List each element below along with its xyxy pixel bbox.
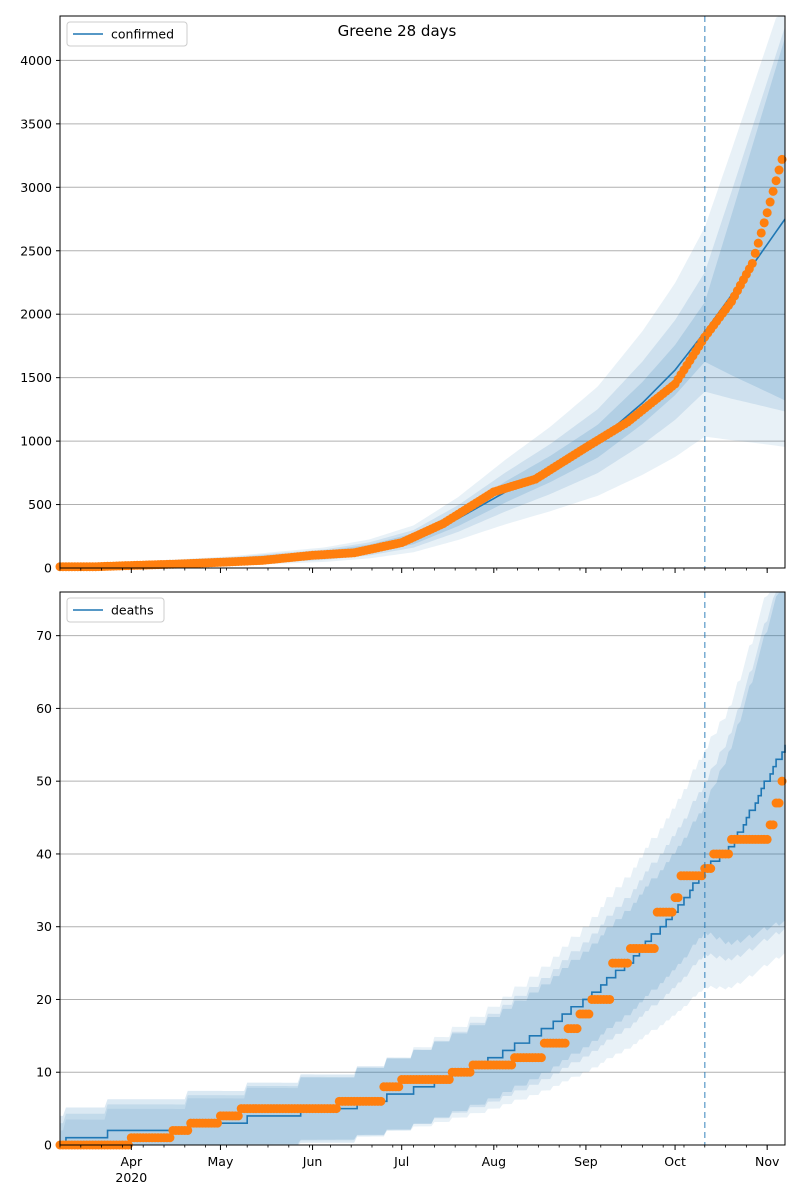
plot-frame bbox=[59, 15, 786, 569]
observed-point bbox=[465, 1067, 475, 1077]
y-tick-label: 30 bbox=[36, 919, 52, 934]
x-tick-label: Jul bbox=[393, 1154, 409, 1169]
observed-point bbox=[649, 944, 659, 954]
observed-point bbox=[756, 228, 766, 238]
y-tick-label: 2500 bbox=[20, 243, 52, 258]
observed-point bbox=[376, 1096, 386, 1106]
x-tick-label: May bbox=[208, 1154, 234, 1169]
observed-point bbox=[507, 1060, 517, 1070]
legend-box bbox=[66, 21, 188, 47]
observed-point bbox=[667, 907, 677, 917]
observed-point bbox=[584, 1009, 594, 1019]
observed-point bbox=[765, 197, 775, 207]
observed-point bbox=[394, 1082, 404, 1092]
observed-point bbox=[605, 994, 615, 1004]
observed-point bbox=[724, 849, 734, 859]
confirmed-panel: 0 500 1000 1500 2000 2500 3000 3500 4000 confirme… bbox=[20, 15, 787, 576]
y-tick-label: 3500 bbox=[20, 116, 52, 131]
y-tick-label: 60 bbox=[36, 701, 52, 716]
observed-point bbox=[560, 1038, 570, 1048]
observed-point bbox=[233, 1111, 243, 1121]
observed-point bbox=[706, 864, 716, 873]
y-tick-label: 1000 bbox=[20, 434, 52, 449]
y-tick-label: 70 bbox=[36, 628, 52, 643]
observed-point bbox=[777, 154, 787, 164]
observed-point bbox=[183, 1125, 193, 1135]
y-tick-label: 4000 bbox=[20, 53, 52, 68]
observed-point bbox=[572, 1024, 582, 1034]
y-tick-label: 20 bbox=[36, 992, 52, 1007]
y-tick-label: 50 bbox=[36, 774, 52, 789]
observed-point bbox=[165, 1133, 175, 1143]
legend-box bbox=[66, 597, 165, 623]
x-tick-label: Nov bbox=[755, 1154, 780, 1169]
uncertainty-band bbox=[60, 592, 785, 1145]
y-tick-label: 2000 bbox=[20, 307, 52, 322]
observed-point bbox=[777, 776, 787, 786]
observed-point bbox=[774, 165, 784, 175]
observed-point bbox=[747, 258, 757, 268]
legend-label: deaths bbox=[111, 603, 154, 618]
y-tick-label: 1500 bbox=[20, 370, 52, 385]
y-tick-label: 0 bbox=[44, 561, 52, 576]
observed-point bbox=[759, 218, 769, 228]
y-tick-label: 10 bbox=[36, 1065, 52, 1080]
observed-point bbox=[536, 1053, 546, 1063]
figure-title: Greene 28 days bbox=[338, 22, 457, 40]
shared-x-axis: Apr May Jun Jul Aug Sep Oct Nov 2020 bbox=[115, 568, 780, 1185]
observed-point bbox=[444, 1075, 454, 1085]
x-tick-label: Aug bbox=[482, 1154, 506, 1169]
observed-point bbox=[771, 176, 781, 186]
observed-point bbox=[331, 1104, 341, 1114]
legend-label: confirmed bbox=[111, 27, 174, 42]
observed-point bbox=[762, 208, 772, 218]
observed-point bbox=[212, 1118, 222, 1128]
y-tick-label: 3000 bbox=[20, 180, 52, 195]
observed-point bbox=[774, 798, 784, 808]
legend: deaths bbox=[66, 597, 165, 623]
x-tick-label: Apr bbox=[120, 1154, 142, 1169]
uncertainty-band bbox=[60, 16, 785, 568]
observed-point bbox=[673, 893, 683, 903]
observed-point bbox=[768, 186, 778, 196]
y-tick-label: 0 bbox=[44, 1138, 52, 1153]
x-tick-label: Jun bbox=[302, 1154, 323, 1169]
observed-point bbox=[753, 238, 763, 248]
deaths-panel: 0 10 20 30 40 50 60 70 deaths bbox=[36, 591, 787, 1153]
plot-frame bbox=[59, 591, 786, 1146]
uncertainty-band bbox=[60, 592, 785, 1145]
x-tick-label: Oct bbox=[664, 1154, 686, 1169]
x-year-label: 2020 bbox=[115, 1170, 147, 1185]
observed-point bbox=[750, 248, 760, 258]
observed-point bbox=[762, 834, 772, 844]
uncertainty-band bbox=[60, 592, 785, 1145]
y-tick-label: 40 bbox=[36, 846, 52, 861]
x-tick-label: Sep bbox=[574, 1154, 598, 1169]
legend: confirmed bbox=[66, 21, 188, 47]
observed-point bbox=[768, 820, 778, 830]
y-tick-label: 500 bbox=[28, 497, 52, 512]
observed-point bbox=[623, 958, 633, 968]
